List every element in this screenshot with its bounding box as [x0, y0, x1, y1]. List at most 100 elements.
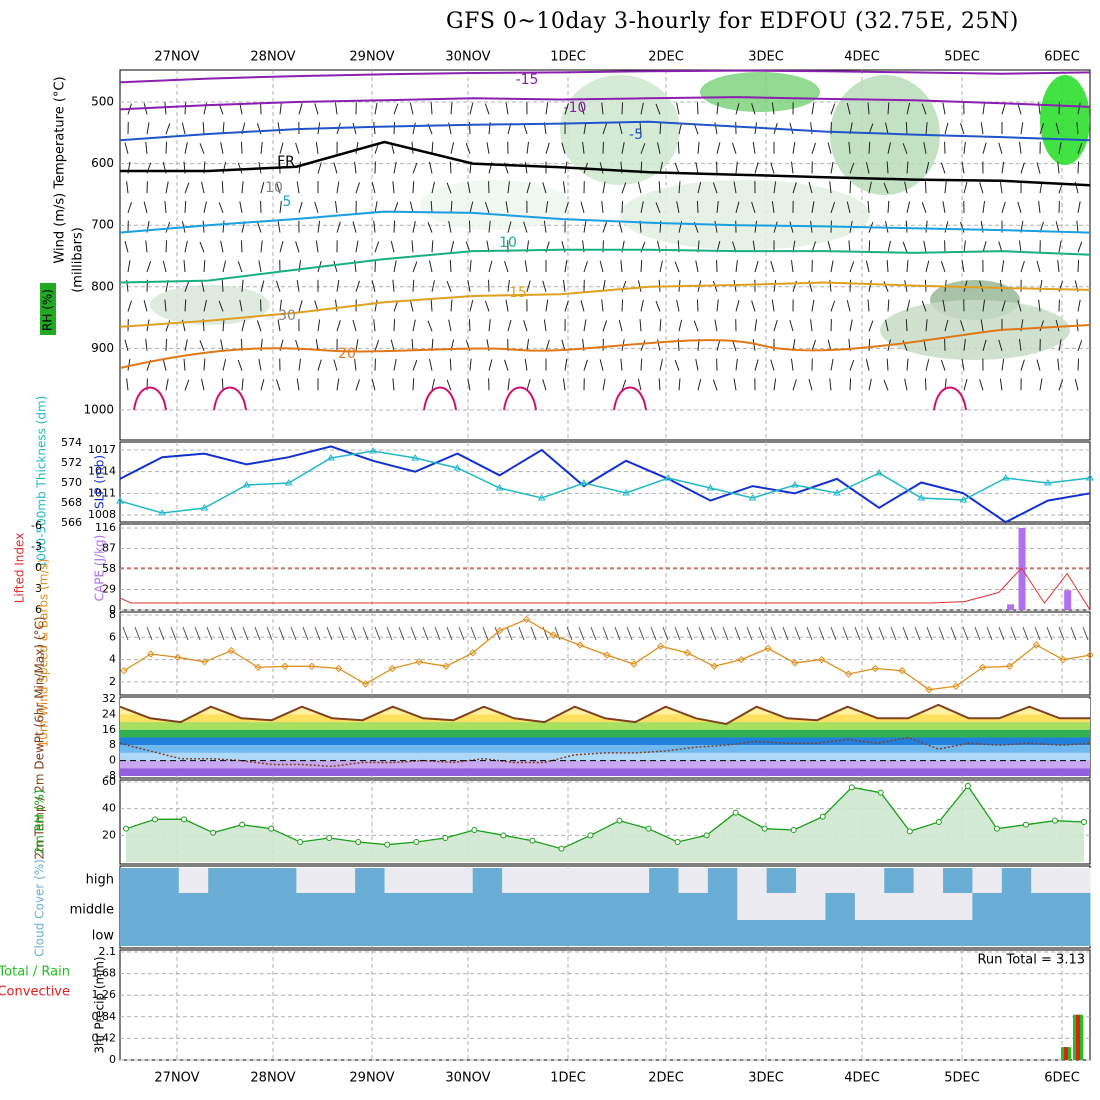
wind-barb: [979, 280, 984, 292]
wind-barb: [599, 260, 604, 273]
wind-barb: [639, 122, 642, 135]
cape-tick-label: 87: [102, 542, 116, 555]
wind-barb: [602, 626, 609, 641]
cloud-cell-middle: [619, 893, 650, 920]
wind-barb: [1058, 240, 1062, 253]
wind-barb: [352, 122, 357, 135]
wind-barbs-10m: [122, 626, 1089, 641]
wind-axis-label: 10m Wind Speed & Barbs (m/s): [37, 559, 51, 748]
wind-barb: [770, 359, 775, 371]
wind-barb: [143, 300, 148, 312]
lifted-axis-label: Lifted Index: [13, 533, 27, 604]
wind-barb: [279, 102, 282, 115]
wind-barb: [277, 122, 281, 135]
wind-barb: [564, 300, 569, 312]
day-label-bottom: 6DEC: [1044, 1071, 1080, 1086]
wind-barb: [1057, 358, 1060, 371]
wind-barb: [657, 142, 661, 154]
wind-barb: [830, 103, 836, 115]
wind-barb: [221, 279, 224, 292]
contour-label: 15: [509, 285, 527, 301]
wind-barb: [618, 122, 623, 135]
wind-barb: [924, 378, 927, 391]
wind-barb: [296, 279, 300, 292]
cape-tick-label: 58: [102, 562, 116, 575]
cloud-cell-low: [355, 920, 386, 946]
wind-barb: [412, 378, 415, 391]
contour-label: 30: [278, 308, 296, 324]
thickness-marker: [411, 454, 420, 461]
wind-barb: [393, 300, 399, 312]
wind-barb: [583, 359, 588, 371]
wind-barb: [979, 182, 984, 194]
wind-barb: [770, 260, 775, 273]
wind-barb: [846, 201, 851, 213]
wind-barb: [183, 260, 186, 273]
wind-barb: [336, 279, 340, 292]
wind-barb: [770, 162, 775, 174]
wind-barb: [963, 338, 966, 351]
wind-barb: [317, 359, 322, 371]
thickness-marker: [917, 494, 926, 501]
wind-barb: [868, 240, 871, 253]
wind-barb: [842, 626, 849, 641]
pressure-tick-label: 500: [91, 95, 114, 109]
wind-barb: [206, 626, 213, 641]
rh-shading: [150, 285, 270, 325]
wind-barb: [1022, 626, 1029, 641]
wind-barb: [486, 142, 490, 154]
wind-barb: [298, 103, 303, 115]
wind-marker: [388, 664, 397, 673]
cloud-cell-middle: [1001, 893, 1032, 920]
wind-barb: [469, 260, 472, 273]
wind-barb: [582, 141, 585, 154]
thickness-marker: [706, 484, 715, 491]
cape-bar: [1007, 604, 1015, 610]
wind-barb: [488, 220, 491, 233]
cloud-cell-high: [266, 868, 297, 893]
cloud-cell-low: [560, 920, 591, 946]
thickness-marker: [158, 509, 167, 516]
wind-barb: [467, 181, 471, 194]
wind-barb: [849, 359, 855, 371]
wind-barb: [203, 260, 206, 273]
wind-barb: [980, 319, 984, 332]
wind-barb: [1038, 299, 1041, 312]
wind-barb: [830, 300, 836, 312]
wind-barb: [411, 240, 414, 253]
cloud-cell-low: [384, 920, 415, 946]
wind-barb: [124, 142, 129, 154]
wind-barb: [758, 626, 765, 641]
wind-barb: [906, 358, 909, 371]
wind-barb: [296, 378, 300, 391]
temp-tick-label: 0: [109, 754, 116, 767]
wind-barb: [655, 202, 661, 214]
wind-barb: [640, 260, 643, 273]
rh-marker: [1022, 821, 1029, 828]
cloud-cell-high: [178, 868, 209, 893]
wind-barb: [640, 102, 644, 115]
wind-barb: [867, 102, 870, 115]
wind-barb: [697, 378, 702, 391]
rh-marker: [152, 816, 159, 823]
wind-barb: [1020, 162, 1025, 174]
cloud-cell-middle: [943, 893, 973, 920]
wind-barb: [530, 626, 537, 641]
rh-marker: [935, 819, 942, 825]
rh-marker: [964, 783, 971, 789]
wind-barb: [678, 378, 681, 391]
wind-barb: [317, 220, 321, 233]
wind-barb: [524, 358, 528, 371]
wind-barb: [905, 319, 908, 332]
wind-barb: [450, 299, 453, 312]
wind-barb: [222, 359, 227, 371]
wind-barb: [614, 626, 621, 641]
cape-bar: [1064, 590, 1072, 610]
wind-barb: [849, 181, 852, 194]
wind-barb: [409, 201, 414, 213]
wind-barb: [256, 123, 262, 135]
wind-barb: [241, 378, 244, 391]
thickness-marker: [875, 469, 884, 476]
precip-conv-bar: [1064, 1047, 1069, 1060]
wind-barb: [921, 202, 927, 214]
